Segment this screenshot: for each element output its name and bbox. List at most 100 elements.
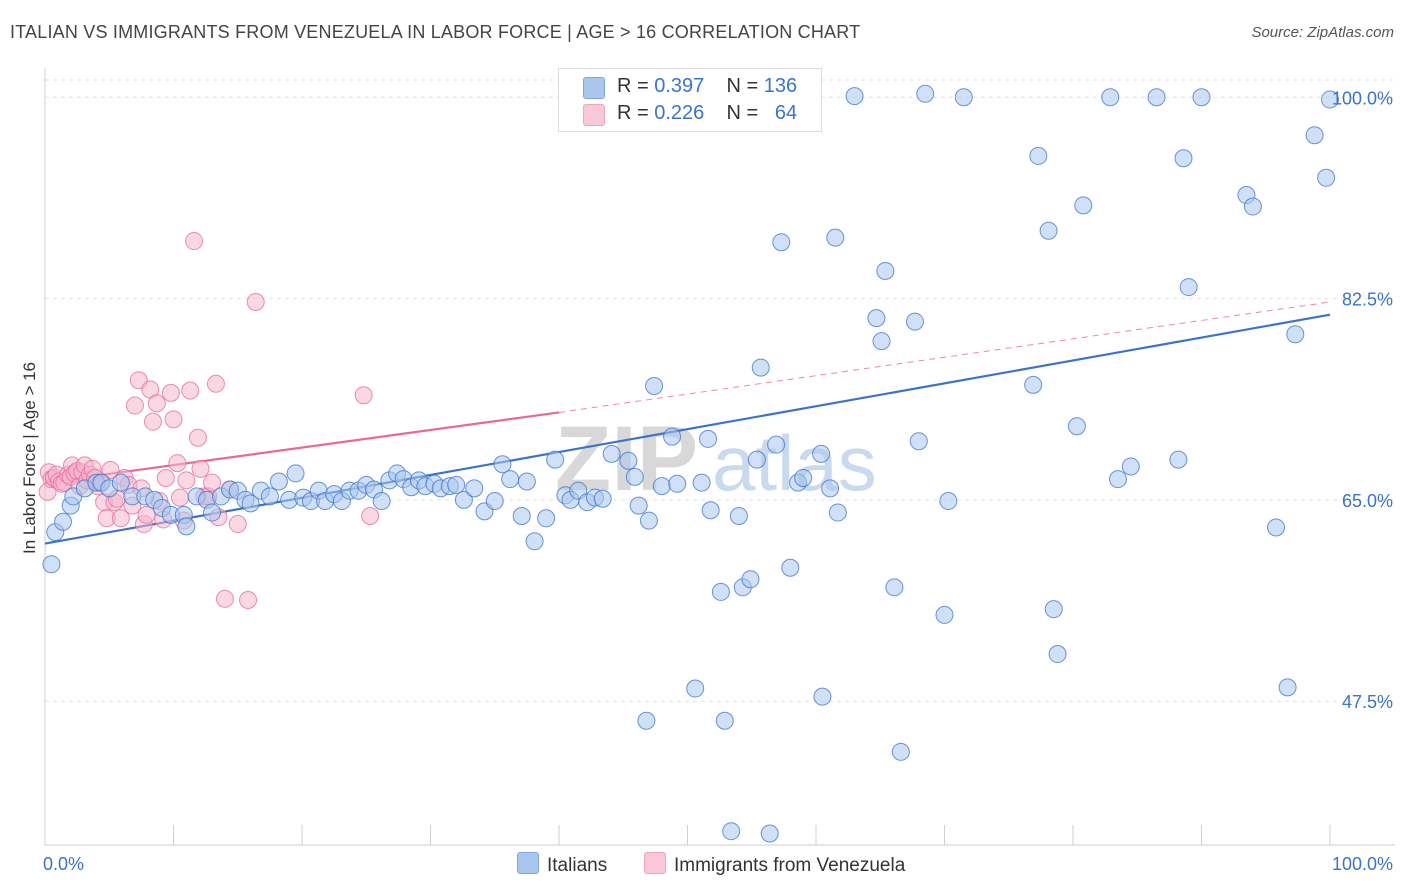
- point-italians: [203, 503, 222, 522]
- legend-r-label: R =: [617, 75, 649, 97]
- point-italians: [867, 309, 886, 328]
- bottom-legend-label: Italians: [547, 855, 608, 876]
- point-italians: [741, 570, 760, 589]
- point-italians: [1174, 149, 1193, 168]
- point-italians: [1108, 470, 1127, 489]
- y-tick-label: 47.5%: [1342, 692, 1393, 712]
- point-italians: [602, 444, 621, 463]
- point-italians: [760, 824, 779, 843]
- point-italians: [699, 429, 718, 448]
- point-italians: [1121, 457, 1140, 476]
- point-italians: [1267, 518, 1286, 537]
- axes: [44, 68, 1395, 846]
- point-italians: [767, 435, 786, 454]
- point-venezuela: [203, 473, 222, 492]
- point-italians: [1317, 168, 1336, 187]
- point-italians: [711, 582, 730, 601]
- y-axis-label: In Labor Force | Age > 16: [20, 362, 39, 554]
- trend-line-venezuela: [44, 411, 560, 484]
- point-italians: [241, 494, 260, 513]
- point-italians: [692, 473, 711, 492]
- point-italians: [747, 450, 766, 469]
- point-venezuela: [168, 454, 187, 473]
- watermark-atlas: atlas: [712, 419, 877, 507]
- point-italians: [546, 450, 565, 469]
- point-italians: [772, 233, 791, 252]
- point-italians: [1101, 88, 1120, 107]
- point-venezuela: [164, 410, 183, 429]
- point-italians: [1286, 325, 1305, 344]
- point-italians: [493, 455, 512, 474]
- point-italians: [485, 492, 504, 511]
- data-points: [38, 84, 1339, 843]
- point-venezuela: [143, 412, 162, 431]
- point-venezuela: [161, 383, 180, 402]
- axis-labels: 47.5% 65.0% 82.5% 100.0% 0.0% 100.0% In Labor …: [20, 88, 1393, 874]
- point-venezuela: [215, 589, 234, 608]
- point-italians: [629, 496, 648, 515]
- y-tick-label: 82.5%: [1342, 290, 1393, 310]
- point-italians: [663, 427, 682, 446]
- point-venezuela: [188, 428, 207, 447]
- point-italians: [637, 711, 656, 730]
- point-venezuela: [228, 515, 247, 534]
- legend-n-value: 64: [774, 102, 798, 124]
- legend-swatch-pink: [583, 104, 605, 126]
- point-italians: [1067, 417, 1086, 436]
- point-italians: [812, 444, 831, 463]
- point-venezuela: [239, 590, 258, 609]
- point-italians: [1179, 278, 1198, 297]
- point-italians: [1321, 90, 1339, 109]
- point-italians: [447, 475, 466, 494]
- point-italians: [454, 490, 473, 509]
- point-italians: [1039, 221, 1058, 240]
- point-italians: [909, 432, 928, 451]
- point-italians: [668, 474, 687, 493]
- point-italians: [701, 501, 720, 520]
- bottom-legend-label: Immigrants from Venezuela: [674, 855, 906, 876]
- point-italians: [715, 711, 734, 730]
- point-italians: [872, 332, 891, 351]
- point-venezuela: [137, 505, 156, 524]
- point-italians: [652, 477, 671, 496]
- point-italians: [619, 451, 638, 470]
- point-italians: [525, 532, 544, 551]
- x-tick-label: 100.0%: [1332, 854, 1393, 874]
- point-italians: [813, 687, 832, 706]
- y-tick-label: 100.0%: [1332, 88, 1393, 108]
- point-italians: [53, 512, 72, 531]
- point-italians: [939, 492, 958, 511]
- point-italians: [625, 467, 644, 486]
- point-italians: [916, 84, 935, 103]
- point-venezuela: [177, 471, 196, 490]
- point-italians: [1024, 375, 1043, 394]
- point-italians: [1048, 645, 1067, 664]
- point-italians: [372, 492, 391, 511]
- point-venezuela: [125, 396, 144, 415]
- point-venezuela: [246, 293, 265, 312]
- point-italians: [639, 511, 658, 530]
- bottom-legend-italians: Italians: [517, 852, 607, 877]
- point-venezuela: [147, 394, 166, 413]
- point-italians: [1243, 197, 1262, 216]
- trend-line-venezuela-extension: [558, 301, 1331, 413]
- point-italians: [794, 469, 813, 488]
- point-italians: [722, 822, 741, 841]
- x-tick-label: 0.0%: [43, 854, 84, 874]
- point-italians: [828, 503, 847, 522]
- point-italians: [686, 679, 705, 698]
- point-italians: [935, 605, 954, 624]
- point-italians: [1147, 88, 1166, 107]
- point-italians: [177, 517, 196, 536]
- legend-n-label: N =: [726, 102, 759, 124]
- point-italians: [512, 506, 531, 525]
- point-italians: [1192, 88, 1211, 107]
- point-italians: [111, 473, 130, 492]
- legend-swatch-blue: [583, 77, 605, 99]
- legend-n-label: N =: [726, 75, 759, 97]
- point-italians: [885, 578, 904, 597]
- y-tick-label: 65.0%: [1342, 491, 1393, 511]
- point-italians: [537, 509, 556, 528]
- point-italians: [1044, 600, 1063, 619]
